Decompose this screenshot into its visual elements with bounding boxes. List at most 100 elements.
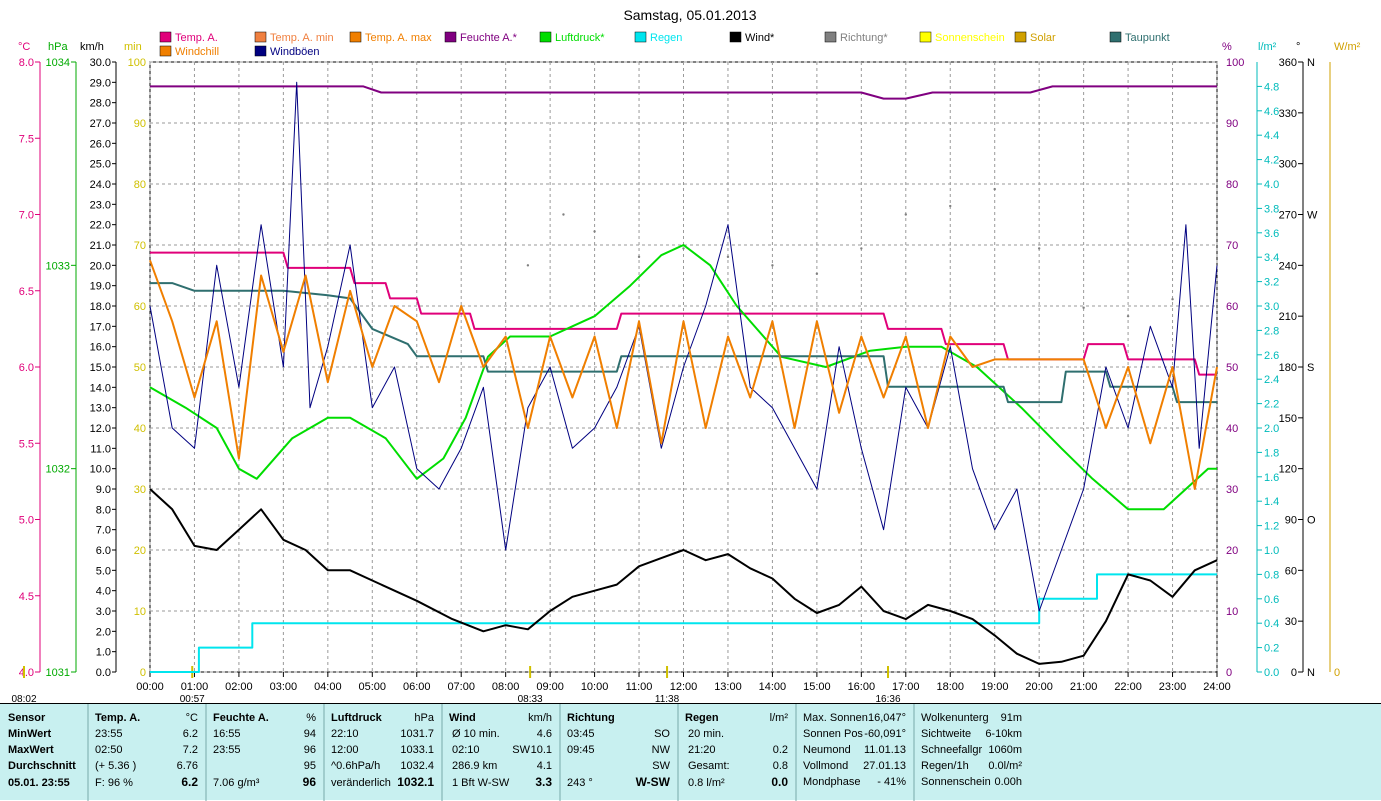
stats-wind-time: Ø 10 min. bbox=[452, 728, 500, 740]
axis-temp-label: 5.5 bbox=[19, 438, 34, 450]
axis-rain-label: 3.0 bbox=[1264, 301, 1279, 313]
axis-humidity-label: 40 bbox=[1226, 423, 1238, 435]
axis-degree-label: 270 bbox=[1279, 210, 1297, 222]
axis-degree-label: 30 bbox=[1285, 616, 1297, 628]
axis-wind-label: 20.0 bbox=[90, 260, 111, 272]
direction-point bbox=[682, 247, 685, 250]
direction-point bbox=[815, 272, 819, 276]
axis-degree-label: 300 bbox=[1279, 159, 1297, 171]
axis-rain-label: 2.6 bbox=[1264, 350, 1279, 362]
axis-rain-label: 1.2 bbox=[1264, 521, 1279, 533]
axis-rain-label: 4.8 bbox=[1264, 81, 1279, 93]
stats-panel: Sensor Temp. A. °C Feuchte A.% Luftdruck hPa W… bbox=[0, 703, 1381, 801]
axis-wind-label: 30.0 bbox=[90, 57, 111, 69]
stats-row-label: 05.01. 23:55 bbox=[8, 777, 70, 789]
stats-temp-value: 6.2 bbox=[181, 775, 198, 789]
stats-press-time: 12:00 bbox=[331, 744, 359, 756]
axis-temp-label: 4.0 bbox=[19, 667, 34, 679]
axis-rain-label: 0.4 bbox=[1264, 618, 1279, 630]
axis-time-label: 07:00 bbox=[447, 681, 475, 693]
direction-point bbox=[1171, 298, 1174, 301]
axis-rain-label: 0.2 bbox=[1264, 643, 1279, 655]
axis-time-label: 05:00 bbox=[359, 681, 387, 693]
axis-rain-label: 0.0 bbox=[1264, 667, 1279, 679]
stats-dir-value: SW bbox=[652, 760, 670, 772]
axis-rain-label: 1.0 bbox=[1264, 545, 1279, 557]
axis-time-label: 18:00 bbox=[936, 681, 964, 693]
stats-header-unit: hPa bbox=[414, 712, 434, 724]
stats-dir-time: 09:45 bbox=[567, 744, 595, 756]
legend-swatch bbox=[919, 31, 932, 43]
axis-wind-label: 5.0 bbox=[96, 565, 111, 577]
axis-degree-label: 150 bbox=[1279, 413, 1297, 425]
stats-wind-time: 02:10 bbox=[452, 744, 480, 756]
axis-wind-label: 19.0 bbox=[90, 281, 111, 293]
stats-astro-label: Mondphase bbox=[803, 776, 861, 788]
stats-hum-time: 7.06 g/m³ bbox=[213, 777, 260, 789]
axis-direction-label: N bbox=[1307, 57, 1315, 69]
axis-min-label: 10 bbox=[134, 606, 146, 618]
axis-rain-label: 2.8 bbox=[1264, 325, 1279, 337]
legend-label: Solar bbox=[1030, 32, 1056, 44]
stats-astro-value: 16,047° bbox=[868, 712, 906, 724]
stats-misc-value: 6-10km bbox=[985, 728, 1022, 740]
axis-humidity-label: 10 bbox=[1226, 606, 1238, 618]
axis-degree-label: 0 bbox=[1291, 667, 1297, 679]
stats-astro-label: Max. Sonnen bbox=[803, 712, 868, 724]
stats-header: Richtung bbox=[567, 712, 615, 724]
stats-astro-value: - 41% bbox=[877, 776, 906, 788]
direction-point bbox=[593, 230, 596, 233]
axis-direction-label: W bbox=[1307, 210, 1318, 222]
axis-wind-label: 28.0 bbox=[90, 98, 111, 110]
axis-time-label: 12:00 bbox=[670, 681, 698, 693]
axis-temp-label: 8.0 bbox=[19, 57, 34, 69]
stats-misc-label: Wolkenunterg bbox=[921, 712, 989, 724]
axis-rain-label: 1.4 bbox=[1264, 496, 1279, 508]
series-line bbox=[149, 81, 1218, 612]
axis-time-label: 04:00 bbox=[314, 681, 342, 693]
axis-min-label: 20 bbox=[134, 545, 146, 557]
axis-wind-label: 2.0 bbox=[96, 626, 111, 638]
legend-label: Temp. A. max bbox=[365, 32, 432, 44]
axis-rain-label: 1.6 bbox=[1264, 472, 1279, 484]
direction-point bbox=[637, 255, 641, 259]
stats-wind-time: 286.9 km bbox=[452, 760, 497, 772]
legend-label: Richtung* bbox=[840, 32, 888, 44]
legend-label: Feuchte A.* bbox=[460, 32, 518, 44]
axis-time-label: 16:00 bbox=[848, 681, 876, 693]
stats-rain-time: Gesamt: bbox=[688, 760, 730, 772]
axis-pressure-label: 1031 bbox=[46, 667, 70, 679]
legend-label: Wind* bbox=[745, 32, 775, 44]
chart-canvas: Samstag, 05.01.2013 Temp. A. Temp. A. min T… bbox=[11, 7, 1360, 703]
axis-wind-label: 8.0 bbox=[96, 504, 111, 516]
stats-misc-value: 91m bbox=[1001, 712, 1022, 724]
axis-humidity-label: 50 bbox=[1226, 362, 1238, 374]
axis-time-label: 20:00 bbox=[1025, 681, 1053, 693]
axis-direction-label: S bbox=[1307, 362, 1314, 374]
axis-unit-degrees: ° bbox=[1296, 41, 1300, 53]
stats-header-unit: % bbox=[306, 712, 316, 724]
axis-unit-temp: °C bbox=[18, 41, 30, 53]
stats-misc-label: Sonnenschein bbox=[921, 776, 991, 788]
legend-label: Taupunkt bbox=[1125, 32, 1170, 44]
series-line bbox=[149, 259, 1218, 490]
stats-header: Sensor bbox=[8, 712, 46, 724]
axis-pressure-label: 1034 bbox=[46, 57, 70, 69]
stats-misc-label: Schneefallgr bbox=[921, 744, 982, 756]
axis-degree-label: 120 bbox=[1279, 464, 1297, 476]
axis-temp-label: 6.5 bbox=[19, 286, 34, 298]
stats-wind-dir: SW bbox=[512, 744, 530, 756]
sun-marker-label: 08:33 bbox=[518, 694, 543, 703]
axis-min-label: 90 bbox=[134, 118, 146, 130]
axis-humidity-label: 30 bbox=[1226, 484, 1238, 496]
axis-humidity-label: 70 bbox=[1226, 240, 1238, 252]
stats-misc-label: Regen/1h bbox=[921, 760, 969, 772]
stats-press-value: 1032.1 bbox=[397, 775, 434, 789]
stats-wind-value: 4.6 bbox=[537, 728, 552, 740]
axis-time-label: 21:00 bbox=[1070, 681, 1098, 693]
stats-press-value: 1031.7 bbox=[400, 728, 434, 740]
direction-point bbox=[860, 247, 863, 250]
direction-point bbox=[526, 264, 530, 267]
axis-rain-label: 3.4 bbox=[1264, 252, 1279, 264]
axis-time-label: 24:00 bbox=[1203, 681, 1231, 693]
